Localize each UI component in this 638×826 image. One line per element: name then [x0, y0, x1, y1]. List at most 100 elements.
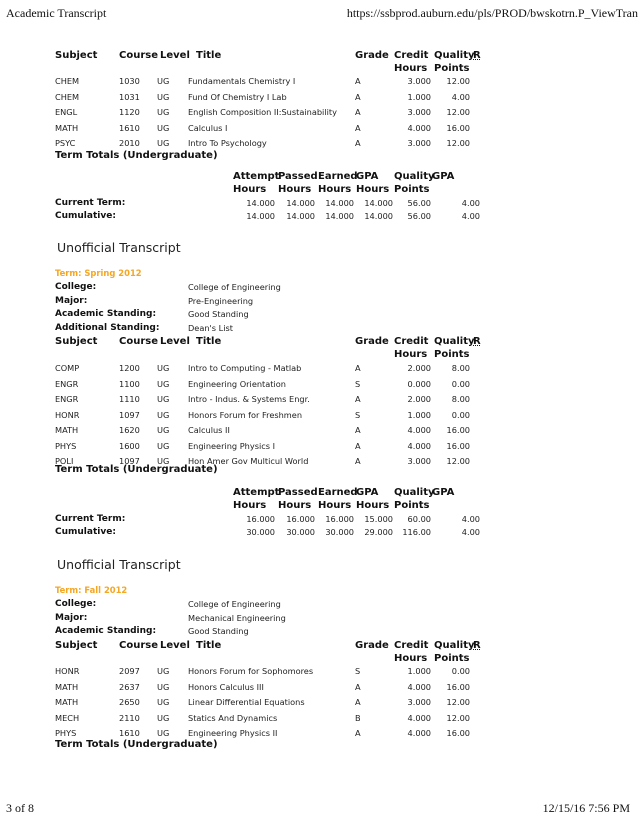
term-totals-heading: Term Totals (Undergraduate)	[55, 150, 218, 161]
course-level: UG	[157, 76, 170, 86]
column-header-grade: Grade	[355, 640, 389, 651]
page-header-url: https://ssbprod.auburn.edu/pls/PROD/bwsk…	[346, 6, 638, 20]
column-header-quality: Quality	[434, 336, 475, 347]
column-header-credit-hours: Hours	[394, 349, 428, 360]
course-credit-hours: 3.000	[407, 107, 431, 117]
course-level: UG	[157, 138, 170, 148]
unofficial-transcript-heading: Unofficial Transcript	[57, 240, 181, 255]
course-title: Calculus I	[188, 122, 228, 133]
totals-value: 14.000	[325, 211, 354, 221]
course-subject: HONR	[55, 666, 80, 676]
course-number: 1030	[119, 76, 140, 86]
column-header-credit-hours: Hours	[394, 63, 428, 74]
course-level: UG	[157, 409, 170, 420]
course-grade: A	[355, 394, 361, 404]
totals-value: 56.00	[407, 211, 431, 221]
column-header-quality: Quality	[434, 640, 475, 651]
info-label: Academic Standing:	[55, 626, 157, 636]
course-subject: PHYS	[55, 440, 77, 451]
column-header-quality-points: Points	[434, 349, 470, 360]
course-level: UG	[157, 728, 170, 738]
totals-value: 14.000	[364, 211, 393, 221]
totals-header-passed-2: Hours	[278, 500, 312, 511]
course-credit-hours: 4.000	[407, 681, 431, 692]
totals-value: 16.000	[246, 514, 275, 524]
totals-header-passed: Passed	[278, 171, 318, 182]
course-subject: HONR	[55, 409, 80, 420]
course-quality-points: 16.00	[446, 681, 470, 692]
course-title: Fund Of Chemistry I Lab	[188, 91, 287, 102]
term-totals-heading: Term Totals (Undergraduate)	[55, 464, 218, 475]
course-subject: CHEM	[55, 91, 80, 102]
totals-value: 4.00	[461, 527, 480, 537]
course-grade: A	[355, 681, 361, 692]
totals-header-attempt: Attempt	[233, 171, 280, 182]
course-grade: A	[355, 425, 361, 435]
course-subject: PHYS	[55, 728, 77, 738]
course-level: UG	[157, 91, 170, 102]
info-value: College of Engineering	[188, 282, 281, 292]
course-title: Statics And Dynamics	[188, 712, 278, 723]
course-level: UG	[157, 394, 170, 404]
course-title: Engineering Physics II	[188, 728, 278, 738]
totals-value: 14.000	[286, 211, 315, 221]
info-value: Good Standing	[188, 626, 249, 636]
totals-value: 14.000	[364, 198, 393, 208]
course-subject: MATH	[55, 697, 79, 707]
term-totals-heading: Term Totals (Undergraduate)	[55, 739, 218, 750]
column-header-subject: Subject	[55, 336, 98, 347]
course-subject: ENGR	[55, 394, 79, 404]
course-level: UG	[157, 363, 170, 373]
totals-header-gpa: GPA	[356, 171, 379, 182]
info-label: Major:	[55, 612, 88, 623]
totals-row-label: Cumulative:	[55, 211, 116, 221]
course-title: Calculus II	[188, 425, 230, 435]
print-datetime: 12/15/16 7:56 PM	[542, 801, 630, 815]
column-header-course: Course	[119, 336, 158, 347]
info-value: Pre-Engineering	[188, 295, 254, 306]
column-header-course: Course	[119, 640, 158, 651]
totals-header-gpa: GPA	[432, 171, 455, 182]
column-header-quality: Quality	[434, 50, 475, 61]
course-quality-points: 8.00	[451, 363, 470, 373]
course-number: 1120	[119, 107, 140, 117]
course-number: 2637	[119, 681, 140, 692]
course-level: UG	[157, 425, 170, 435]
course-title: Honors Calculus III	[188, 681, 264, 692]
column-header-title: Title	[196, 640, 222, 651]
course-grade: S	[355, 378, 361, 389]
course-grade: A	[355, 456, 361, 466]
totals-header-quality: Quality	[394, 487, 435, 498]
course-credit-hours: 2.000	[407, 394, 431, 404]
course-credit-hours: 3.000	[407, 76, 431, 86]
course-subject: ENGR	[55, 378, 79, 389]
totals-value: 4.00	[461, 211, 480, 221]
course-quality-points: 4.00	[451, 91, 470, 102]
column-header-repeat: R	[473, 640, 481, 651]
totals-value: 30.000	[325, 527, 354, 537]
course-title: Intro To Psychology	[188, 138, 267, 148]
totals-row-label: Cumulative:	[55, 527, 116, 537]
page-header-title: Academic Transcript	[6, 6, 107, 20]
totals-header-earned-2: Hours	[318, 184, 352, 195]
course-quality-points: 8.00	[451, 394, 470, 404]
column-header-repeat: R	[473, 50, 481, 61]
totals-header-passed-2: Hours	[278, 184, 312, 195]
course-title: Engineering Physics I	[188, 440, 276, 451]
course-title: Hon Amer Gov Multicul World	[188, 456, 309, 466]
course-grade: A	[355, 363, 361, 373]
column-header-grade: Grade	[355, 50, 389, 61]
column-header-credit: Credit	[394, 640, 429, 651]
course-title: Honors Forum for Sophomores	[188, 666, 314, 676]
course-credit-hours: 1.000	[407, 666, 431, 676]
info-label: Major:	[55, 295, 88, 306]
totals-value: 14.000	[286, 198, 315, 208]
column-header-repeat: R	[473, 336, 481, 347]
course-number: 1097	[119, 456, 140, 466]
course-grade: A	[355, 107, 361, 117]
course-number: 1600	[119, 440, 140, 451]
course-credit-hours: 3.000	[407, 138, 431, 148]
course-title: Fundamentals Chemistry I	[188, 76, 296, 86]
course-subject: PSYC	[55, 138, 76, 148]
course-title: Intro to Computing - Matlab	[188, 363, 302, 373]
